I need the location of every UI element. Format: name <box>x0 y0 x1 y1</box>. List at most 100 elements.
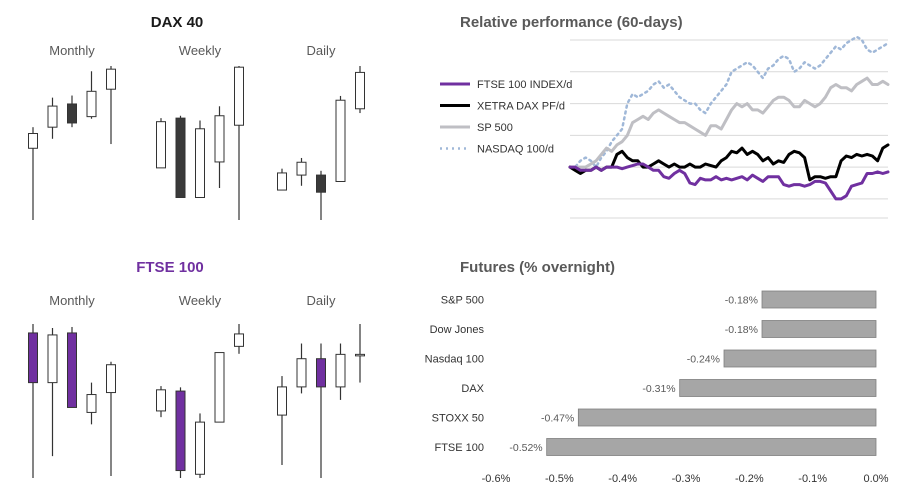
candle-body <box>234 333 244 347</box>
ftse-monthly-label: Monthly <box>49 293 95 308</box>
ftse-candlestick-panels: Monthly Weekly Daily <box>28 293 365 478</box>
bar-data-label: -0.18% <box>725 324 758 336</box>
ftse-daily-candle <box>277 376 287 465</box>
candle-body <box>47 334 58 384</box>
candle-body <box>175 117 186 198</box>
dax-monthly-candle <box>106 66 116 145</box>
legend-label: SP 500 <box>477 122 513 134</box>
series-line-1 <box>568 143 890 182</box>
candle-body <box>234 66 244 126</box>
dax-weekly-candle <box>175 115 186 198</box>
ftse-weekly-candle <box>214 352 225 423</box>
bar <box>577 408 877 427</box>
bar-category-label: FTSE 100 <box>434 442 484 454</box>
ftse-weekly-candle <box>234 324 244 354</box>
x-tick-label: -0.6% <box>482 473 511 485</box>
x-tick-label: -0.5% <box>545 473 574 485</box>
candle-body <box>335 353 346 388</box>
futures-title: Futures (% overnight) <box>460 259 615 276</box>
x-tick-label: -0.2% <box>735 473 764 485</box>
legend-label: XETRA DAX PF/d <box>477 101 565 113</box>
dax-daily-candle <box>277 168 287 191</box>
candle-body <box>156 121 166 169</box>
relative-performance-title: Relative performance (60-days) <box>460 14 683 31</box>
bar-category-label: DAX <box>461 383 484 395</box>
ftse-monthly-candle <box>47 327 58 457</box>
ftse-weekly-label: Weekly <box>179 293 222 308</box>
candle-body <box>28 332 38 384</box>
series-line-0 <box>568 162 890 201</box>
candle-body <box>195 421 205 475</box>
ftse-title: FTSE 100 <box>136 259 204 276</box>
ftse-weekly-candle <box>195 413 205 478</box>
bar <box>761 290 877 309</box>
legend-label: NASDAQ 100/d <box>477 144 554 156</box>
candle-body <box>277 172 287 191</box>
ftse-daily-candle <box>335 343 346 400</box>
bar <box>679 379 877 397</box>
ftse-monthly-candle <box>106 361 116 477</box>
candle-body <box>296 358 307 388</box>
dax-monthly-candle <box>67 95 77 128</box>
x-tick-label: -0.4% <box>608 473 637 485</box>
candle-body <box>316 358 326 388</box>
bar-category-label: Nasdaq 100 <box>425 354 484 366</box>
candle-body <box>86 90 97 118</box>
ftse-daily-candle <box>316 343 326 478</box>
dax-daily-candle <box>316 170 326 220</box>
bar-data-label: -0.24% <box>687 354 720 366</box>
dax-weekly-candle <box>234 66 244 220</box>
dax-monthly-candle <box>86 71 97 119</box>
candle-body <box>28 133 38 149</box>
candle-body <box>214 115 225 163</box>
candle-body <box>316 174 326 193</box>
dax-daily-candle <box>335 95 346 182</box>
ftse-daily-candle <box>355 324 365 383</box>
candle-body <box>175 390 186 472</box>
candle-body <box>67 103 77 124</box>
ftse-weekly-candle <box>156 386 166 418</box>
candle-body <box>106 364 116 394</box>
candle-body <box>67 332 77 408</box>
bar-data-label: -0.52% <box>509 442 542 454</box>
bar <box>546 438 877 456</box>
series-line-3 <box>568 35 890 169</box>
ftse-daily-label: Daily <box>307 293 336 308</box>
dax-daily-label: Daily <box>307 43 336 58</box>
dax-monthly-label: Monthly <box>49 43 95 58</box>
x-tick-label: -0.3% <box>672 473 701 485</box>
bar <box>723 349 877 368</box>
dax-weekly-candle <box>214 106 225 189</box>
bar-data-label: -0.18% <box>725 295 758 307</box>
bar-category-label: Dow Jones <box>430 324 485 336</box>
dax-daily-candle <box>296 157 307 186</box>
candle-body <box>214 352 225 423</box>
dax-weekly-candle <box>156 118 166 169</box>
x-tick-label: -0.1% <box>798 473 827 485</box>
dax-candlestick-panels: Monthly Weekly Daily <box>28 43 365 220</box>
candle-body <box>355 71 365 110</box>
candle-body <box>86 394 97 413</box>
bar-data-label: -0.31% <box>642 383 675 395</box>
bar-category-label: STOXX 50 <box>432 413 484 425</box>
ftse-daily-candle <box>296 343 307 394</box>
dax-title: DAX 40 <box>151 14 204 31</box>
bar <box>761 320 877 338</box>
ftse-weekly-candle <box>175 387 186 478</box>
x-tick-label: 0.0% <box>863 473 888 485</box>
ftse-monthly-candle <box>67 326 77 408</box>
relative-performance-chart: FTSE 100 INDEX/d XETRA DAX PF/d SP 500 NASD… <box>440 35 890 219</box>
futures-bar-chart: S&P 500 -0.18% Dow Jones -0.18% Nasdaq 100 -0… <box>425 290 889 485</box>
candle-body <box>277 386 287 416</box>
candle-body <box>106 68 116 90</box>
candle-body <box>47 105 58 128</box>
candle-body <box>195 128 205 198</box>
dax-weekly-label: Weekly <box>179 43 222 58</box>
ftse-monthly-candle <box>86 382 97 425</box>
ftse-monthly-candle <box>28 324 38 478</box>
dax-daily-candle <box>355 66 365 114</box>
dax-weekly-candle <box>195 120 205 198</box>
candle-body <box>355 353 365 357</box>
candle-body <box>296 161 307 176</box>
